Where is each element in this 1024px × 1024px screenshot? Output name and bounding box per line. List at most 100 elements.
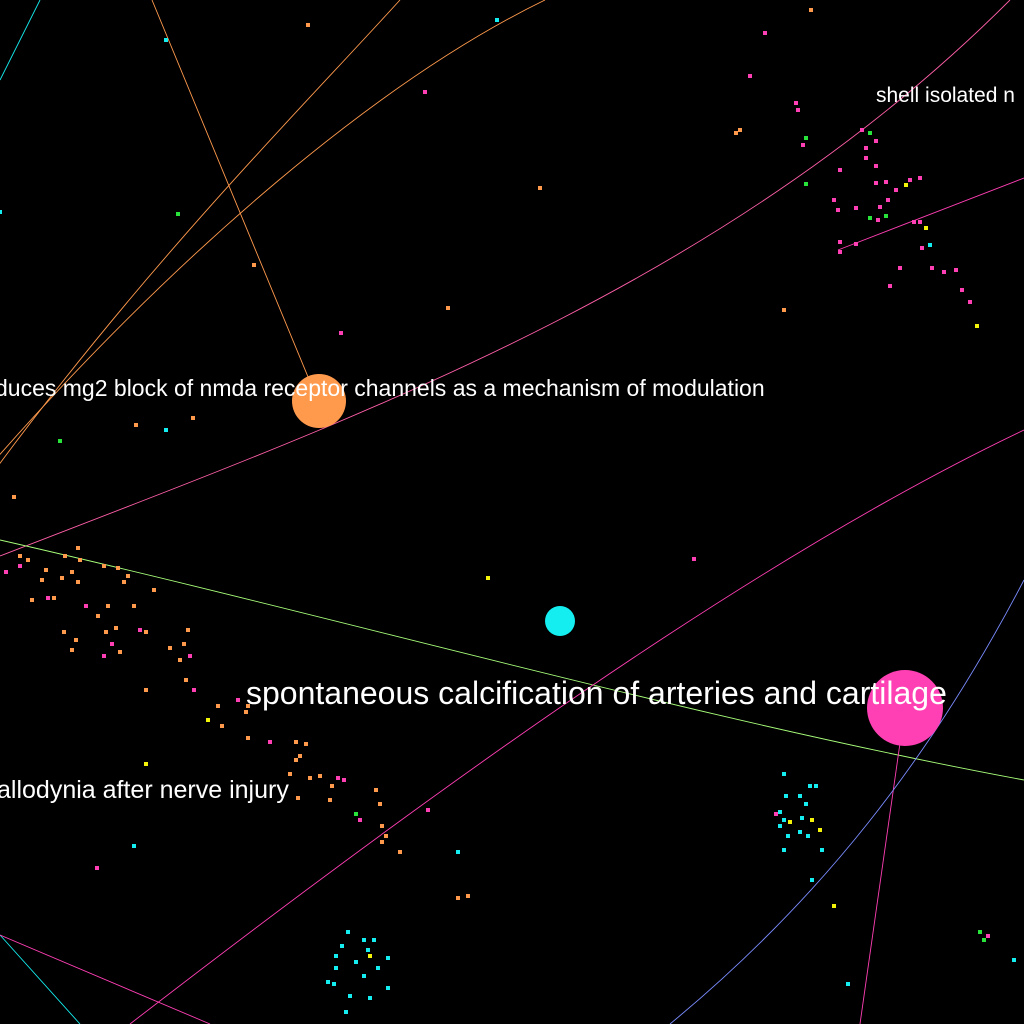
node-dot[interactable] xyxy=(58,439,62,443)
node-dot[interactable] xyxy=(894,188,898,192)
node-dot[interactable] xyxy=(734,131,738,135)
node-dot[interactable] xyxy=(1012,958,1016,962)
node-dot[interactable] xyxy=(236,698,240,702)
node-dot[interactable] xyxy=(763,31,767,35)
node-dot[interactable] xyxy=(884,214,888,218)
node-dot[interactable] xyxy=(810,878,814,882)
node-dot[interactable] xyxy=(362,974,366,978)
node-dot[interactable] xyxy=(332,982,336,986)
node-dot[interactable] xyxy=(924,226,928,230)
node-dot[interactable] xyxy=(334,966,338,970)
node-dot[interactable] xyxy=(44,568,48,572)
node-dot[interactable] xyxy=(466,894,470,898)
node-dot[interactable] xyxy=(268,740,272,744)
node-dot[interactable] xyxy=(874,139,878,143)
node-dot[interactable] xyxy=(168,646,172,650)
node-dot[interactable] xyxy=(18,564,22,568)
node-dot[interactable] xyxy=(794,101,798,105)
node-dot[interactable] xyxy=(804,136,808,140)
node-dot[interactable] xyxy=(386,986,390,990)
node-dot[interactable] xyxy=(134,423,138,427)
node-dot[interactable] xyxy=(800,816,804,820)
node-dot[interactable] xyxy=(986,934,990,938)
node-dot[interactable] xyxy=(942,270,946,274)
node-dot[interactable] xyxy=(860,128,864,132)
node-dot[interactable] xyxy=(188,654,192,658)
node-dot[interactable] xyxy=(818,828,822,832)
node-label-calcification[interactable]: spontaneous calcification of arteries an… xyxy=(246,675,947,711)
node-dot[interactable] xyxy=(778,824,782,828)
node-dot[interactable] xyxy=(144,762,148,766)
node-dot[interactable] xyxy=(495,18,499,22)
node-dot[interactable] xyxy=(144,630,148,634)
node-dot[interactable] xyxy=(294,740,298,744)
node-dot[interactable] xyxy=(144,688,148,692)
node-dot[interactable] xyxy=(102,654,106,658)
node-dot[interactable] xyxy=(908,178,912,182)
node-dot[interactable] xyxy=(838,240,842,244)
hub-node-calcification[interactable] xyxy=(867,670,943,746)
node-dot[interactable] xyxy=(306,23,310,27)
node-dot[interactable] xyxy=(339,331,343,335)
node-dot[interactable] xyxy=(138,628,142,632)
node-dot[interactable] xyxy=(216,704,220,708)
node-dot[interactable] xyxy=(918,220,922,224)
node-dot[interactable] xyxy=(888,284,892,288)
node-dot[interactable] xyxy=(246,704,250,708)
node-dot[interactable] xyxy=(318,774,322,778)
node-dot[interactable] xyxy=(748,74,752,78)
node-dot[interactable] xyxy=(692,557,696,561)
node-dot[interactable] xyxy=(298,754,302,758)
node-dot[interactable] xyxy=(116,566,120,570)
node-dot[interactable] xyxy=(782,308,786,312)
node-dot[interactable] xyxy=(176,212,180,216)
node-dot[interactable] xyxy=(340,944,344,948)
node-dot[interactable] xyxy=(868,131,872,135)
node-dot[interactable] xyxy=(164,38,168,42)
node-dot[interactable] xyxy=(336,776,340,780)
node-dot[interactable] xyxy=(398,850,402,854)
node-dot[interactable] xyxy=(898,266,902,270)
node-dot[interactable] xyxy=(18,554,22,558)
node-dot[interactable] xyxy=(252,263,256,267)
node-dot[interactable] xyxy=(368,996,372,1000)
node-dot[interactable] xyxy=(978,930,982,934)
node-dot[interactable] xyxy=(62,630,66,634)
node-dot[interactable] xyxy=(832,904,836,908)
node-dot[interactable] xyxy=(384,834,388,838)
node-dot[interactable] xyxy=(874,164,878,168)
node-dot[interactable] xyxy=(380,840,384,844)
node-dot[interactable] xyxy=(152,588,156,592)
node-dot[interactable] xyxy=(372,938,376,942)
node-dot[interactable] xyxy=(326,980,330,984)
node-dot[interactable] xyxy=(920,246,924,250)
node-dot[interactable] xyxy=(96,614,100,618)
node-dot[interactable] xyxy=(798,830,802,834)
node-dot[interactable] xyxy=(832,198,836,202)
node-dot[interactable] xyxy=(809,8,813,12)
node-dot[interactable] xyxy=(126,574,130,578)
node-dot[interactable] xyxy=(876,218,880,222)
node-dot[interactable] xyxy=(954,268,958,272)
node-dot[interactable] xyxy=(122,580,126,584)
node-dot[interactable] xyxy=(348,994,352,998)
node-dot[interactable] xyxy=(76,580,80,584)
node-label-allodynia[interactable]: allodynia after nerve injury xyxy=(0,776,289,804)
node-dot[interactable] xyxy=(192,688,196,692)
node-dot[interactable] xyxy=(810,818,814,822)
node-dot[interactable] xyxy=(63,554,67,558)
node-dot[interactable] xyxy=(864,146,868,150)
node-dot[interactable] xyxy=(70,648,74,652)
node-dot[interactable] xyxy=(446,306,450,310)
node-dot[interactable] xyxy=(354,812,358,816)
node-dot[interactable] xyxy=(164,428,168,432)
node-dot[interactable] xyxy=(782,848,786,852)
node-dot[interactable] xyxy=(486,576,490,580)
hub-node-cyan[interactable] xyxy=(545,606,575,636)
node-dot[interactable] xyxy=(308,776,312,780)
node-dot[interactable] xyxy=(904,183,908,187)
node-dot[interactable] xyxy=(70,570,74,574)
node-dot[interactable] xyxy=(330,784,334,788)
node-dot[interactable] xyxy=(132,844,136,848)
node-label-shell[interactable]: shell isolated n xyxy=(876,84,1015,107)
